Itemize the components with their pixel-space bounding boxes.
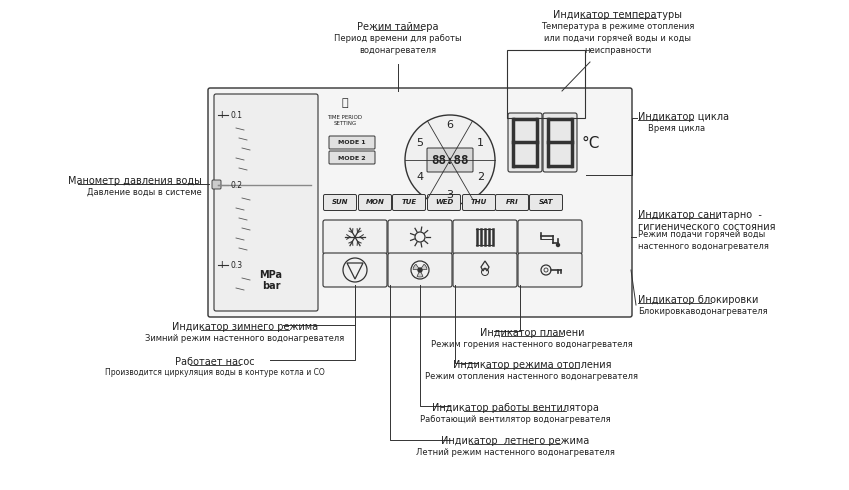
FancyBboxPatch shape: [518, 253, 582, 287]
Text: Зимний режим настенного водонагревателя: Зимний режим настенного водонагревателя: [145, 334, 345, 343]
FancyBboxPatch shape: [530, 195, 563, 211]
Text: SAT: SAT: [539, 199, 554, 205]
FancyBboxPatch shape: [508, 113, 542, 172]
FancyBboxPatch shape: [543, 113, 577, 172]
Text: Индикатор работы вентилятора: Индикатор работы вентилятора: [431, 403, 599, 413]
Text: Индикатор  летнего режима: Индикатор летнего режима: [441, 436, 589, 446]
Text: MODE 1: MODE 1: [338, 141, 366, 146]
Text: Летний режим настенного водонагревателя: Летний режим настенного водонагревателя: [415, 448, 615, 457]
FancyBboxPatch shape: [496, 195, 528, 211]
FancyBboxPatch shape: [323, 253, 387, 287]
Wedge shape: [417, 270, 423, 277]
Text: Режим подачи горячей воды
настенного водонагревателя: Режим подачи горячей воды настенного вод…: [638, 230, 769, 251]
Text: 5: 5: [416, 138, 423, 147]
Text: WED: WED: [435, 199, 453, 205]
Text: Режим отопления настенного водонагревателя: Режим отопления настенного водонагревате…: [425, 372, 638, 381]
Text: 2: 2: [477, 172, 484, 182]
Text: 1: 1: [477, 138, 484, 147]
Text: 4: 4: [416, 172, 424, 182]
Text: SUN: SUN: [332, 199, 348, 205]
Text: Манометр давления воды: Манометр давления воды: [68, 176, 202, 186]
Text: Режим горения настенного водонагревателя: Режим горения настенного водонагревателя: [431, 340, 633, 349]
FancyBboxPatch shape: [388, 220, 452, 254]
Text: Работающий вентилятор водонагревателя: Работающий вентилятор водонагревателя: [419, 415, 610, 424]
FancyBboxPatch shape: [358, 195, 391, 211]
Text: Индикатор блокировки: Индикатор блокировки: [638, 295, 758, 305]
FancyBboxPatch shape: [329, 136, 375, 149]
Text: 0.2: 0.2: [231, 180, 243, 190]
Text: THU: THU: [471, 199, 487, 205]
Circle shape: [405, 115, 495, 205]
Text: Индикатор цикла: Индикатор цикла: [638, 112, 729, 122]
Text: TIME PERIOD
SETTING: TIME PERIOD SETTING: [328, 115, 363, 126]
Text: Температура в режиме отопления
или подачи горячей воды и коды
неисправности: Температура в режиме отопления или подач…: [542, 22, 694, 54]
Text: 0.3: 0.3: [231, 261, 243, 270]
Text: I: I: [220, 111, 222, 120]
FancyBboxPatch shape: [428, 195, 460, 211]
Text: 88:88: 88:88: [431, 153, 469, 167]
Wedge shape: [413, 264, 420, 270]
Text: Работает насос: Работает насос: [175, 357, 255, 367]
Text: Давление воды в системе: Давление воды в системе: [87, 188, 202, 197]
Text: °C: °C: [582, 136, 600, 150]
Text: Блокировкаводонагревателя: Блокировкаводонагревателя: [638, 307, 767, 316]
FancyBboxPatch shape: [323, 220, 387, 254]
FancyBboxPatch shape: [208, 88, 632, 317]
Text: TUE: TUE: [402, 199, 417, 205]
Text: MON: MON: [366, 199, 385, 205]
Circle shape: [556, 244, 559, 246]
Text: I: I: [220, 261, 222, 270]
FancyBboxPatch shape: [323, 195, 357, 211]
Text: ⏰: ⏰: [341, 98, 348, 108]
FancyBboxPatch shape: [453, 253, 517, 287]
Text: Время цикла: Время цикла: [648, 124, 706, 133]
Text: 0.1: 0.1: [231, 111, 243, 120]
Text: Индикатор санитарно  -
гигиенического состояния: Индикатор санитарно - гигиенического сос…: [638, 210, 775, 232]
FancyBboxPatch shape: [388, 253, 452, 287]
Text: MODE 2: MODE 2: [338, 155, 366, 161]
Circle shape: [418, 268, 422, 272]
Text: 3: 3: [447, 190, 453, 200]
Text: MPa: MPa: [260, 270, 283, 280]
Wedge shape: [420, 264, 427, 270]
Text: Индикатор пламени: Индикатор пламени: [480, 328, 584, 338]
Text: FRI: FRI: [506, 199, 519, 205]
Text: Индикатор зимнего режима: Индикатор зимнего режима: [172, 322, 318, 332]
FancyBboxPatch shape: [392, 195, 425, 211]
FancyBboxPatch shape: [453, 220, 517, 254]
FancyBboxPatch shape: [518, 220, 582, 254]
FancyBboxPatch shape: [212, 180, 221, 189]
FancyBboxPatch shape: [427, 148, 473, 172]
Text: Период времени для работы
водонагревателя: Период времени для работы водонагревател…: [335, 34, 462, 55]
Text: Режим таймера: Режим таймера: [357, 22, 439, 32]
Text: Индикатор режима отопления: Индикатор режима отопления: [453, 360, 611, 370]
Text: Индикатор температуры: Индикатор температуры: [554, 10, 683, 20]
Text: bar: bar: [261, 281, 280, 291]
FancyBboxPatch shape: [463, 195, 496, 211]
Text: Производится циркуляция воды в контуре котла и СО: Производится циркуляция воды в контуре к…: [105, 368, 325, 377]
FancyBboxPatch shape: [214, 94, 318, 311]
FancyBboxPatch shape: [329, 151, 375, 164]
Text: 6: 6: [447, 120, 453, 130]
